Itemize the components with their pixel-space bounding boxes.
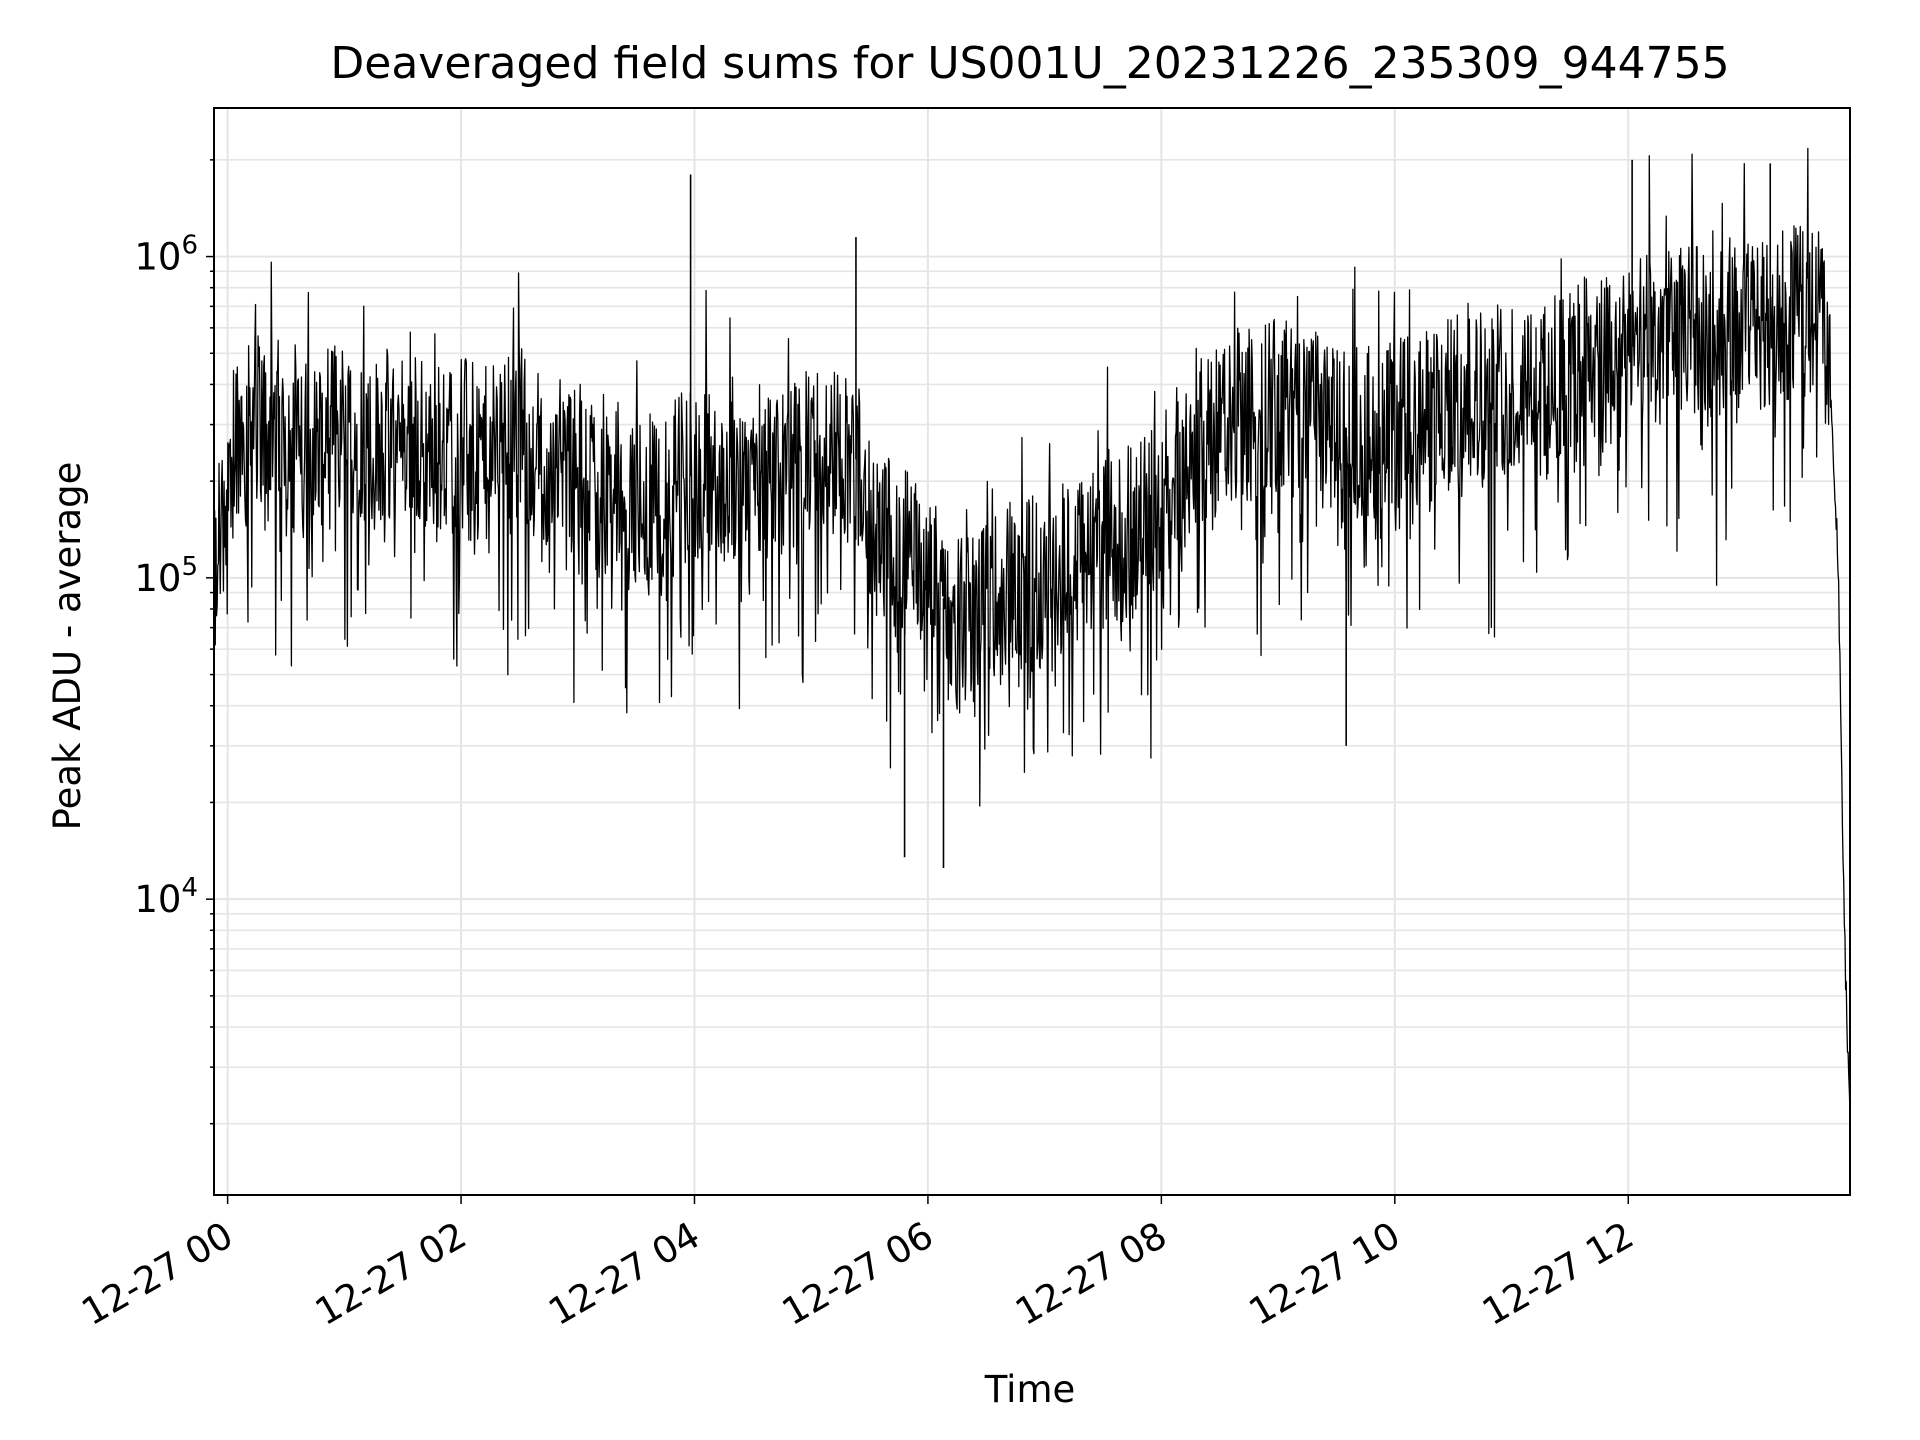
plot-frame: [213, 107, 1851, 1196]
series-group: [213, 147, 1851, 1114]
chart-title: Deaveraged field sums for US001U_2023122…: [330, 38, 1729, 89]
x-axis-label: Time: [984, 1368, 1076, 1411]
series-line: [213, 147, 1851, 1114]
y-axis: 104 105 106: [134, 159, 214, 1125]
y-axis-label: Peak ADU - average: [46, 462, 89, 831]
y-tick-label: 105: [134, 552, 198, 600]
y-tick-label: 106: [134, 231, 198, 279]
y-tick-label: 104: [134, 873, 198, 921]
